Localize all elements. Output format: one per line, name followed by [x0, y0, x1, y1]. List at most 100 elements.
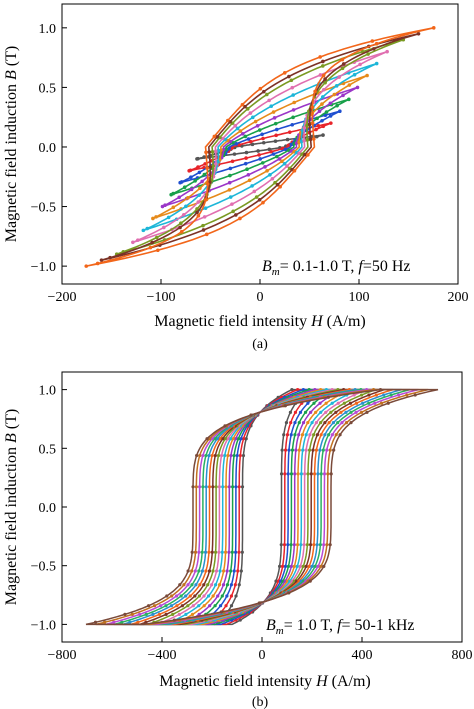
loop-marker	[294, 448, 298, 452]
loop-marker	[260, 132, 264, 137]
loop-marker	[274, 133, 278, 138]
loop-marker	[164, 612, 168, 616]
loop-marker	[295, 564, 299, 568]
loop-marker	[193, 594, 197, 598]
loop-marker	[373, 401, 377, 405]
loop-marker	[265, 92, 269, 97]
loop-marker	[288, 410, 293, 414]
loop-marker	[228, 173, 232, 178]
loop-marker	[286, 564, 291, 568]
loop-marker	[177, 612, 181, 616]
loop-marker	[232, 453, 236, 458]
y-tick-label: 0.5	[39, 81, 57, 96]
loop-marker	[172, 618, 176, 622]
loop-marker	[120, 620, 124, 624]
loop-marker	[195, 207, 199, 211]
panel-b-x-ticks: −800 −400 0 400 800	[48, 637, 473, 663]
loop-marker	[198, 186, 202, 191]
loop-marker	[258, 157, 263, 161]
loop-marker	[136, 238, 140, 242]
loop-marker	[157, 612, 162, 616]
loop-marker	[190, 612, 195, 616]
loop-marker	[315, 134, 319, 139]
loop-marker	[193, 550, 198, 554]
loop-marker	[316, 123, 321, 128]
loop-marker	[257, 601, 261, 605]
loop-marker	[200, 179, 204, 184]
loop-marker	[197, 569, 201, 573]
loop-marker	[293, 410, 298, 414]
loop-marker	[365, 410, 369, 414]
loop-marker	[323, 77, 327, 81]
loop-marker	[309, 472, 313, 476]
loop-marker	[301, 421, 306, 425]
loop-marker	[289, 543, 293, 547]
loop-marker	[154, 215, 158, 219]
loop-marker	[208, 165, 212, 169]
loop-marker	[307, 448, 312, 452]
loop-marker	[207, 550, 211, 554]
loop-marker	[179, 229, 184, 234]
loop-marker	[231, 437, 235, 441]
loop-marker	[319, 564, 323, 568]
loop-marker	[246, 172, 251, 177]
loop-marker	[171, 191, 175, 196]
loop-marker	[285, 137, 290, 142]
loop-marker	[335, 103, 339, 108]
loop-marker	[241, 453, 246, 458]
loop-marker	[228, 195, 233, 199]
loop-marker	[238, 453, 242, 458]
loop-marker	[245, 107, 250, 111]
loop-marker	[374, 393, 378, 397]
loop-marker	[332, 92, 337, 97]
loop-marker	[295, 543, 300, 547]
loop-marker	[341, 93, 345, 98]
loop-marker	[334, 84, 339, 88]
loop-marker	[278, 184, 282, 189]
loop-marker	[224, 485, 228, 489]
loop-marker	[306, 421, 310, 425]
loop-marker	[413, 393, 417, 397]
loop-marker	[237, 143, 242, 147]
loop-marker	[179, 594, 183, 598]
loop-marker	[263, 165, 267, 169]
loop-marker	[327, 433, 331, 437]
loop-marker	[208, 604, 212, 608]
loop-marker	[93, 620, 98, 624]
loop-marker	[234, 594, 238, 598]
loop-marker	[307, 564, 311, 568]
loop-marker	[220, 594, 224, 598]
loop-marker	[352, 72, 357, 77]
loop-marker	[227, 180, 232, 185]
loop-marker	[306, 401, 310, 405]
loop-marker	[308, 410, 313, 414]
loop-marker	[338, 109, 342, 114]
loop-marker	[302, 126, 307, 130]
loop-marker	[300, 128, 305, 133]
loop-marker	[347, 97, 351, 102]
loop-marker	[256, 149, 260, 153]
loop-marker	[334, 433, 338, 437]
loop-marker	[171, 205, 176, 210]
loop-marker	[267, 98, 271, 103]
loop-marker	[286, 143, 291, 148]
loop-marker	[229, 583, 233, 587]
loop-marker	[317, 109, 322, 114]
loop-marker	[292, 169, 297, 173]
loop-marker	[287, 130, 292, 134]
loop-marker	[188, 594, 192, 598]
loop-marker	[151, 612, 155, 616]
loop-marker	[272, 116, 277, 120]
loop-marker	[216, 148, 221, 153]
loop-marker	[374, 41, 379, 46]
loop-marker	[141, 228, 146, 233]
loop-marker	[318, 401, 322, 405]
loop-marker	[405, 393, 409, 397]
loop-marker	[254, 195, 259, 199]
loop-marker	[283, 147, 288, 152]
loop-marker	[320, 118, 324, 123]
loop-marker	[162, 225, 166, 230]
loop-marker	[319, 421, 323, 425]
loop-marker	[269, 149, 274, 154]
loop-marker	[316, 472, 320, 476]
